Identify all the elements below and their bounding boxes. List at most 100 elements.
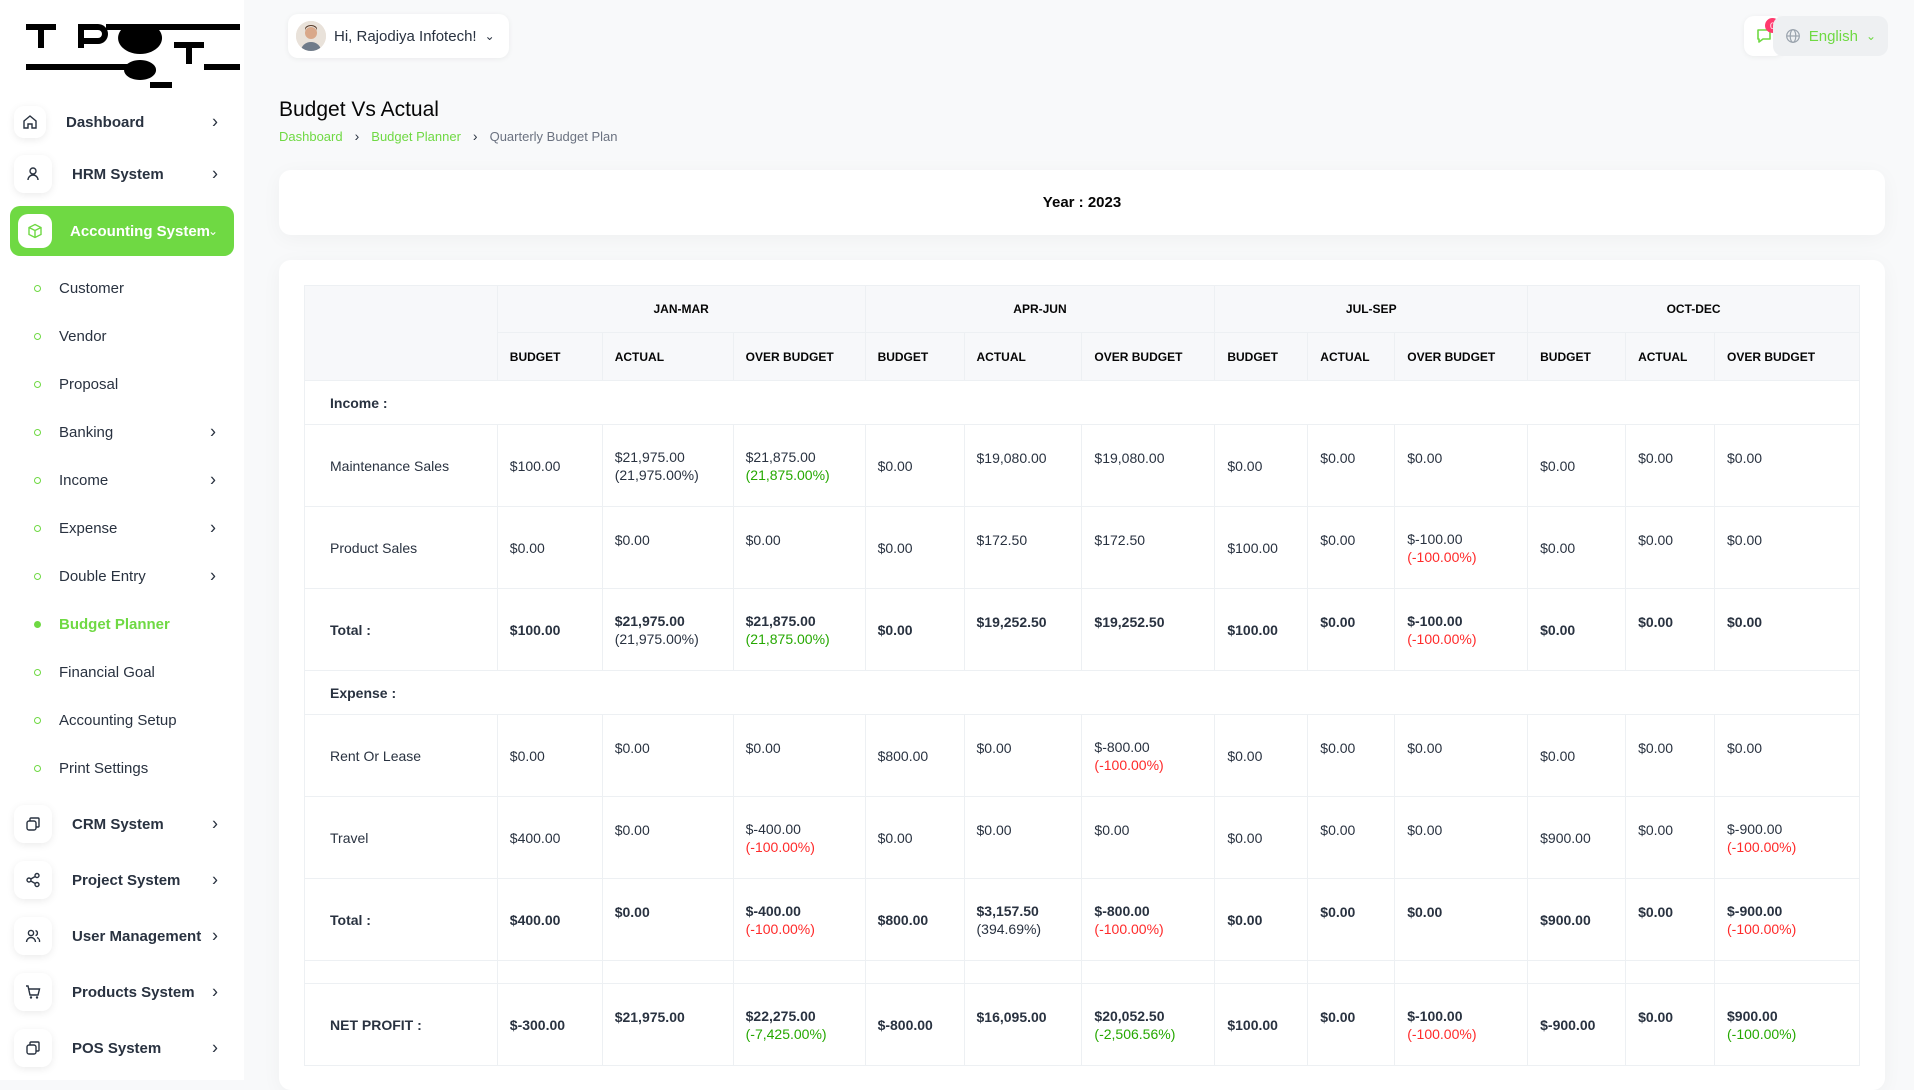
sidebar-item-label: POS System [72,1039,162,1057]
table-cell: $-900.00 (-100.00%) [1714,796,1860,879]
table-cell: $0.00 [601,506,734,589]
sidebar-item-hrm[interactable]: HRM System › [0,146,244,202]
cell-value: $-400.00 [745,820,801,837]
chevron-right-icon: › [210,469,216,490]
cell-value: $900.00 [1540,911,1591,928]
table-cell: $-100.00 (-100.00%) [1394,588,1529,671]
column-header: ACTUAL [1625,332,1716,381]
sidebar-subitem-income[interactable]: Income › [0,456,244,504]
cell-value: $-100.00 [1407,612,1463,629]
row-label: Rent Or Lease [304,714,498,797]
sidebar-subitem-customer[interactable]: Customer [0,264,244,312]
table-cell: $-900.00 [1527,983,1627,1066]
budget-table-card: JAN-MAR APR-JUN JUL-SEP OCT-DEC BUDGET A… [279,260,1885,1090]
chevron-right-icon: › [212,111,218,132]
row-label: Total : [304,878,498,961]
cell-value: $0.00 [1227,829,1263,846]
cell-percentage: (-7,425.00%) [745,1025,827,1042]
sidebar-item-accounting[interactable]: Accounting System ⌄ [10,206,234,256]
sidebar-item-project[interactable]: Project System › [0,852,244,908]
users-icon [14,917,52,955]
column-header: ACTUAL [963,332,1083,381]
sidebar-item-pos[interactable]: POS System › [0,1020,244,1076]
cell-value: $900.00 [1540,829,1591,846]
table-cell: $100.00 [1214,506,1309,589]
cell-percentage: (-100.00%) [745,838,815,855]
brand-logo[interactable] [26,24,240,94]
income-section-row: Income : [304,380,1860,425]
table-cell: $0.00 [963,796,1083,879]
cell-value: $-100.00 [1407,530,1463,547]
sidebar-subitem-expense[interactable]: Expense › [0,504,244,552]
table-cell: $22,275.00 (-7,425.00%) [732,983,866,1066]
chevron-right-icon: › [210,421,216,442]
sidebar-item-products[interactable]: Products System › [0,964,244,1020]
cell-value: $0.00 [614,531,650,548]
table-cell: $0.00 [601,878,734,961]
table-cell: $0.00 [864,588,965,671]
sidebar-subitem-proposal[interactable]: Proposal [0,360,244,408]
cell-value: $19,080.00 [976,449,1047,466]
sidebar-subitem-double-entry[interactable]: Double Entry › [0,552,244,600]
sidebar-subitem-label: Expense [59,519,118,537]
cell-value: $-900.00 [1727,902,1783,919]
cell-value: $22,275.00 [745,1007,816,1024]
table-cell: $172.50 [963,506,1083,589]
user-menu-button[interactable]: Hi, Rajodiya Infotech! ⌄ [288,14,509,58]
cell-value: $-300.00 [509,1016,566,1033]
sidebar-item-crm[interactable]: CRM System › [0,796,244,852]
cell-value: $800.00 [877,911,929,928]
sidebar-subitem-financial-goal[interactable]: Financial Goal [0,648,244,696]
quarter-header: APR-JUN [864,285,1216,333]
table-cell: $0.00 [963,714,1083,797]
table-cell: $19,252.50 [1081,588,1216,671]
sidebar-subitem-banking[interactable]: Banking › [0,408,244,456]
sidebar-item-label: Dashboard [66,113,145,131]
sidebar-subitem-label: Proposal [59,375,119,393]
table-cell: $0.00 [496,506,603,589]
spacer-cell [1081,960,1216,984]
cell-value: $21,975.00 [614,1008,685,1025]
language-dropdown[interactable]: English ⌄ [1772,16,1888,56]
table-cell: $19,080.00 [963,424,1083,507]
table-cell: $21,875.00 (21,875.00%) [732,424,866,507]
table-row: Travel $400.00 $0.00 $-400.00 (-100.00%) $0.0… [304,796,1860,879]
spacer-cell [732,960,866,984]
cell-value: $0.00 [1227,911,1263,928]
table-cell: $100.00 [496,424,603,507]
chevron-right-icon: › [354,128,360,144]
sidebar-subitem-vendor[interactable]: Vendor [0,312,244,360]
table-cell: $0.00 [1214,424,1309,507]
cell-percentage: (-2,506.56%) [1094,1025,1176,1042]
bullet-icon [34,380,41,388]
column-header: ACTUAL [601,332,734,381]
sidebar-item-user-management[interactable]: User Management › [0,908,244,964]
section-label: Expense : [304,670,1860,715]
bullet-icon [34,716,41,724]
cell-value: $-100.00 [1407,1007,1463,1024]
table-cell: $-100.00 (-100.00%) [1394,983,1529,1066]
sidebar-subitem-accounting-setup[interactable]: Accounting Setup [0,696,244,744]
spacer-cell [864,960,965,984]
breadcrumb-link-dashboard[interactable]: Dashboard [279,128,343,144]
sidebar-subitem-label: Budget Planner [59,615,170,633]
sidebar-subitem-budget-planner[interactable]: Budget Planner [0,600,244,648]
cell-percentage: (-100.00%) [1727,920,1797,937]
cell-value: $0.00 [1227,747,1263,764]
sidebar-item-dashboard[interactable]: Dashboard › [0,98,244,146]
cell-value: $-800.00 [877,1016,933,1033]
spacer-cell [1394,960,1529,984]
breadcrumb-link-budget-planner[interactable]: Budget Planner [371,128,461,144]
column-header: OVER BUDGET [1081,332,1216,381]
table-cell: $20,052.50 (-2,506.56%) [1081,983,1216,1066]
quarter-header: JAN-MAR [496,285,866,333]
chevron-right-icon: › [210,565,216,586]
chevron-right-icon: › [212,813,218,834]
table-cell: $-800.00 (-100.00%) [1081,878,1216,961]
table-cell: $0.00 [1527,424,1627,507]
cell-value: $0.00 [1407,739,1443,756]
sidebar-subitem-print-settings[interactable]: Print Settings [0,744,244,792]
cell-value: $0.00 [1407,449,1443,466]
table-row: Maintenance Sales $100.00 $21,975.00 (21,97… [304,424,1860,507]
bullet-icon [34,476,41,484]
